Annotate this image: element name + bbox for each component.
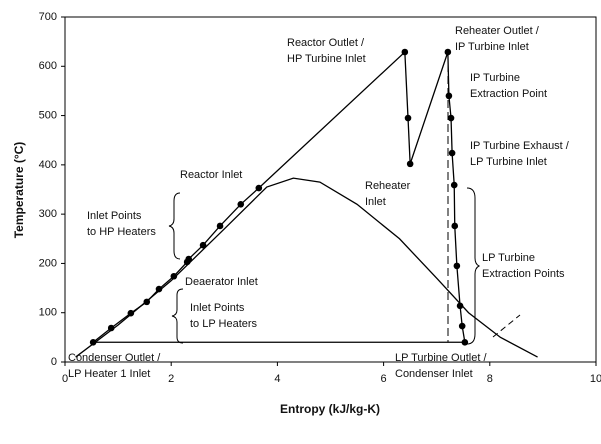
annotation: to LP Heaters [190, 318, 258, 330]
y-tick-label: 300 [39, 208, 57, 220]
x-tick-label: 8 [487, 373, 493, 385]
data-point [237, 200, 245, 208]
annotation: Reheater [365, 180, 411, 192]
annotation: Extraction Points [482, 268, 565, 280]
data-point [448, 149, 456, 157]
brace [466, 187, 481, 345]
y-tick-label: 200 [39, 257, 57, 269]
annotation: HP Turbine Inlet [287, 53, 366, 65]
data-point [456, 302, 464, 310]
y-tick-label: 0 [51, 356, 57, 368]
annotation: to HP Heaters [87, 226, 156, 238]
x-tick-label: 2 [168, 373, 174, 385]
annotation: LP Turbine Inlet [470, 156, 547, 168]
data-point [170, 272, 178, 280]
brace [168, 192, 181, 260]
series-line [75, 177, 538, 358]
annotation: Condenser Outlet / [68, 352, 161, 364]
annotation: Condenser Inlet [395, 368, 473, 380]
y-tick-label: 100 [39, 307, 57, 319]
data-point [461, 338, 469, 346]
annotation: Inlet Points [87, 210, 142, 222]
data-point [89, 338, 97, 346]
annotation: Inlet Points [190, 302, 245, 314]
data-point [458, 322, 466, 330]
data-point [404, 114, 412, 122]
data-point [155, 285, 163, 293]
y-tick-label: 700 [39, 11, 57, 23]
data-point [127, 309, 135, 317]
data-point [401, 48, 409, 56]
data-point [216, 222, 224, 230]
data-point [445, 92, 453, 100]
y-axis-title: Temperature (°C) [12, 142, 26, 239]
data-point [451, 222, 459, 230]
brace [171, 288, 184, 344]
annotation: LP Heater 1 Inlet [68, 368, 150, 380]
annotation: Inlet [365, 196, 386, 208]
dashed-line [492, 314, 521, 338]
annotation: LP Turbine Outlet / [395, 352, 487, 364]
x-tick-label: 4 [274, 373, 280, 385]
annotation: LP Turbine [482, 252, 535, 264]
data-point [185, 255, 193, 263]
x-axis-title: Entropy (kJ/kg-K) [280, 402, 380, 416]
x-tick-label: 0 [62, 373, 68, 385]
plot-frame [64, 16, 597, 363]
data-point [406, 160, 414, 168]
y-tick-label: 500 [39, 109, 57, 121]
annotation: IP Turbine Exhaust / [470, 140, 570, 152]
annotation: Reactor Inlet [180, 169, 242, 181]
annotation: Reheater Outlet / [455, 25, 540, 37]
data-point [453, 262, 461, 270]
data-point [447, 114, 455, 122]
y-tick-label: 400 [39, 159, 57, 171]
data-point [450, 181, 458, 189]
annotation: IP Turbine Inlet [455, 41, 529, 53]
data-point [255, 184, 263, 192]
annotation: Extraction Point [470, 88, 547, 100]
data-point [199, 241, 207, 249]
x-tick-label: 10 [590, 373, 601, 385]
annotation: IP Turbine [470, 72, 520, 84]
x-tick-label: 6 [381, 373, 387, 385]
annotation: Reactor Outlet / [287, 37, 365, 49]
y-tick-label: 600 [39, 60, 57, 72]
annotation: Deaerator Inlet [185, 276, 258, 288]
data-point [444, 48, 452, 56]
